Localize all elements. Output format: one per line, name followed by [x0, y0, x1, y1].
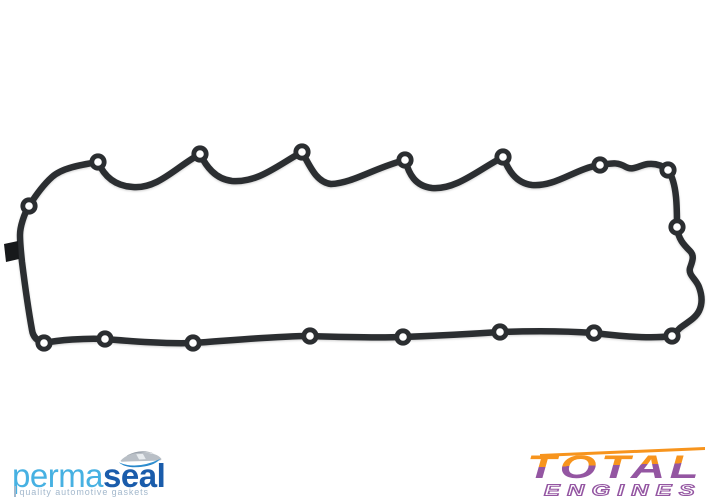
- bolt-hole: [96, 330, 114, 348]
- total-logo-topbar: [540, 447, 705, 457]
- bolt-hole: [491, 323, 509, 341]
- total-wordmark: TOTAL: [527, 449, 703, 485]
- bolt-hole: [293, 143, 311, 161]
- bolt-hole: [396, 151, 414, 169]
- bolt-hole: [659, 161, 677, 179]
- bolt-hole: [20, 197, 38, 215]
- bolt-hole: [585, 324, 603, 342]
- bolt-hole: [191, 145, 209, 163]
- gasket-locating-tab: [4, 241, 19, 262]
- permaseal-wordmark-perma: perma: [12, 457, 104, 494]
- bolt-hole: [668, 218, 686, 236]
- gasket-bolt-holes: [20, 143, 686, 352]
- car-swoosh-icon: [118, 451, 162, 468]
- permaseal-wordmark-seal: seal: [103, 457, 166, 494]
- engines-wordmark: ENGINES: [544, 483, 702, 500]
- permaseal-tagline: quality automotive gaskets: [19, 486, 149, 497]
- bolt-hole: [35, 334, 53, 352]
- bolt-hole: [89, 153, 107, 171]
- bolt-hole: [301, 327, 319, 345]
- bolt-hole: [394, 328, 412, 346]
- bolt-hole: [591, 156, 609, 174]
- permaseal-logo: permaseal quality automotive gaskets: [12, 442, 212, 498]
- total-engines-logo: TOTAL ENGINES: [527, 447, 705, 500]
- bolt-hole: [494, 148, 512, 166]
- gasket-outline: [16, 148, 705, 347]
- permaseal-tagline-row: quality automotive gaskets: [14, 486, 149, 497]
- bolt-hole: [663, 327, 681, 345]
- permaseal-wordmark: permaseal: [12, 457, 166, 494]
- tagline-divider: [14, 486, 16, 497]
- bolt-hole: [184, 334, 202, 352]
